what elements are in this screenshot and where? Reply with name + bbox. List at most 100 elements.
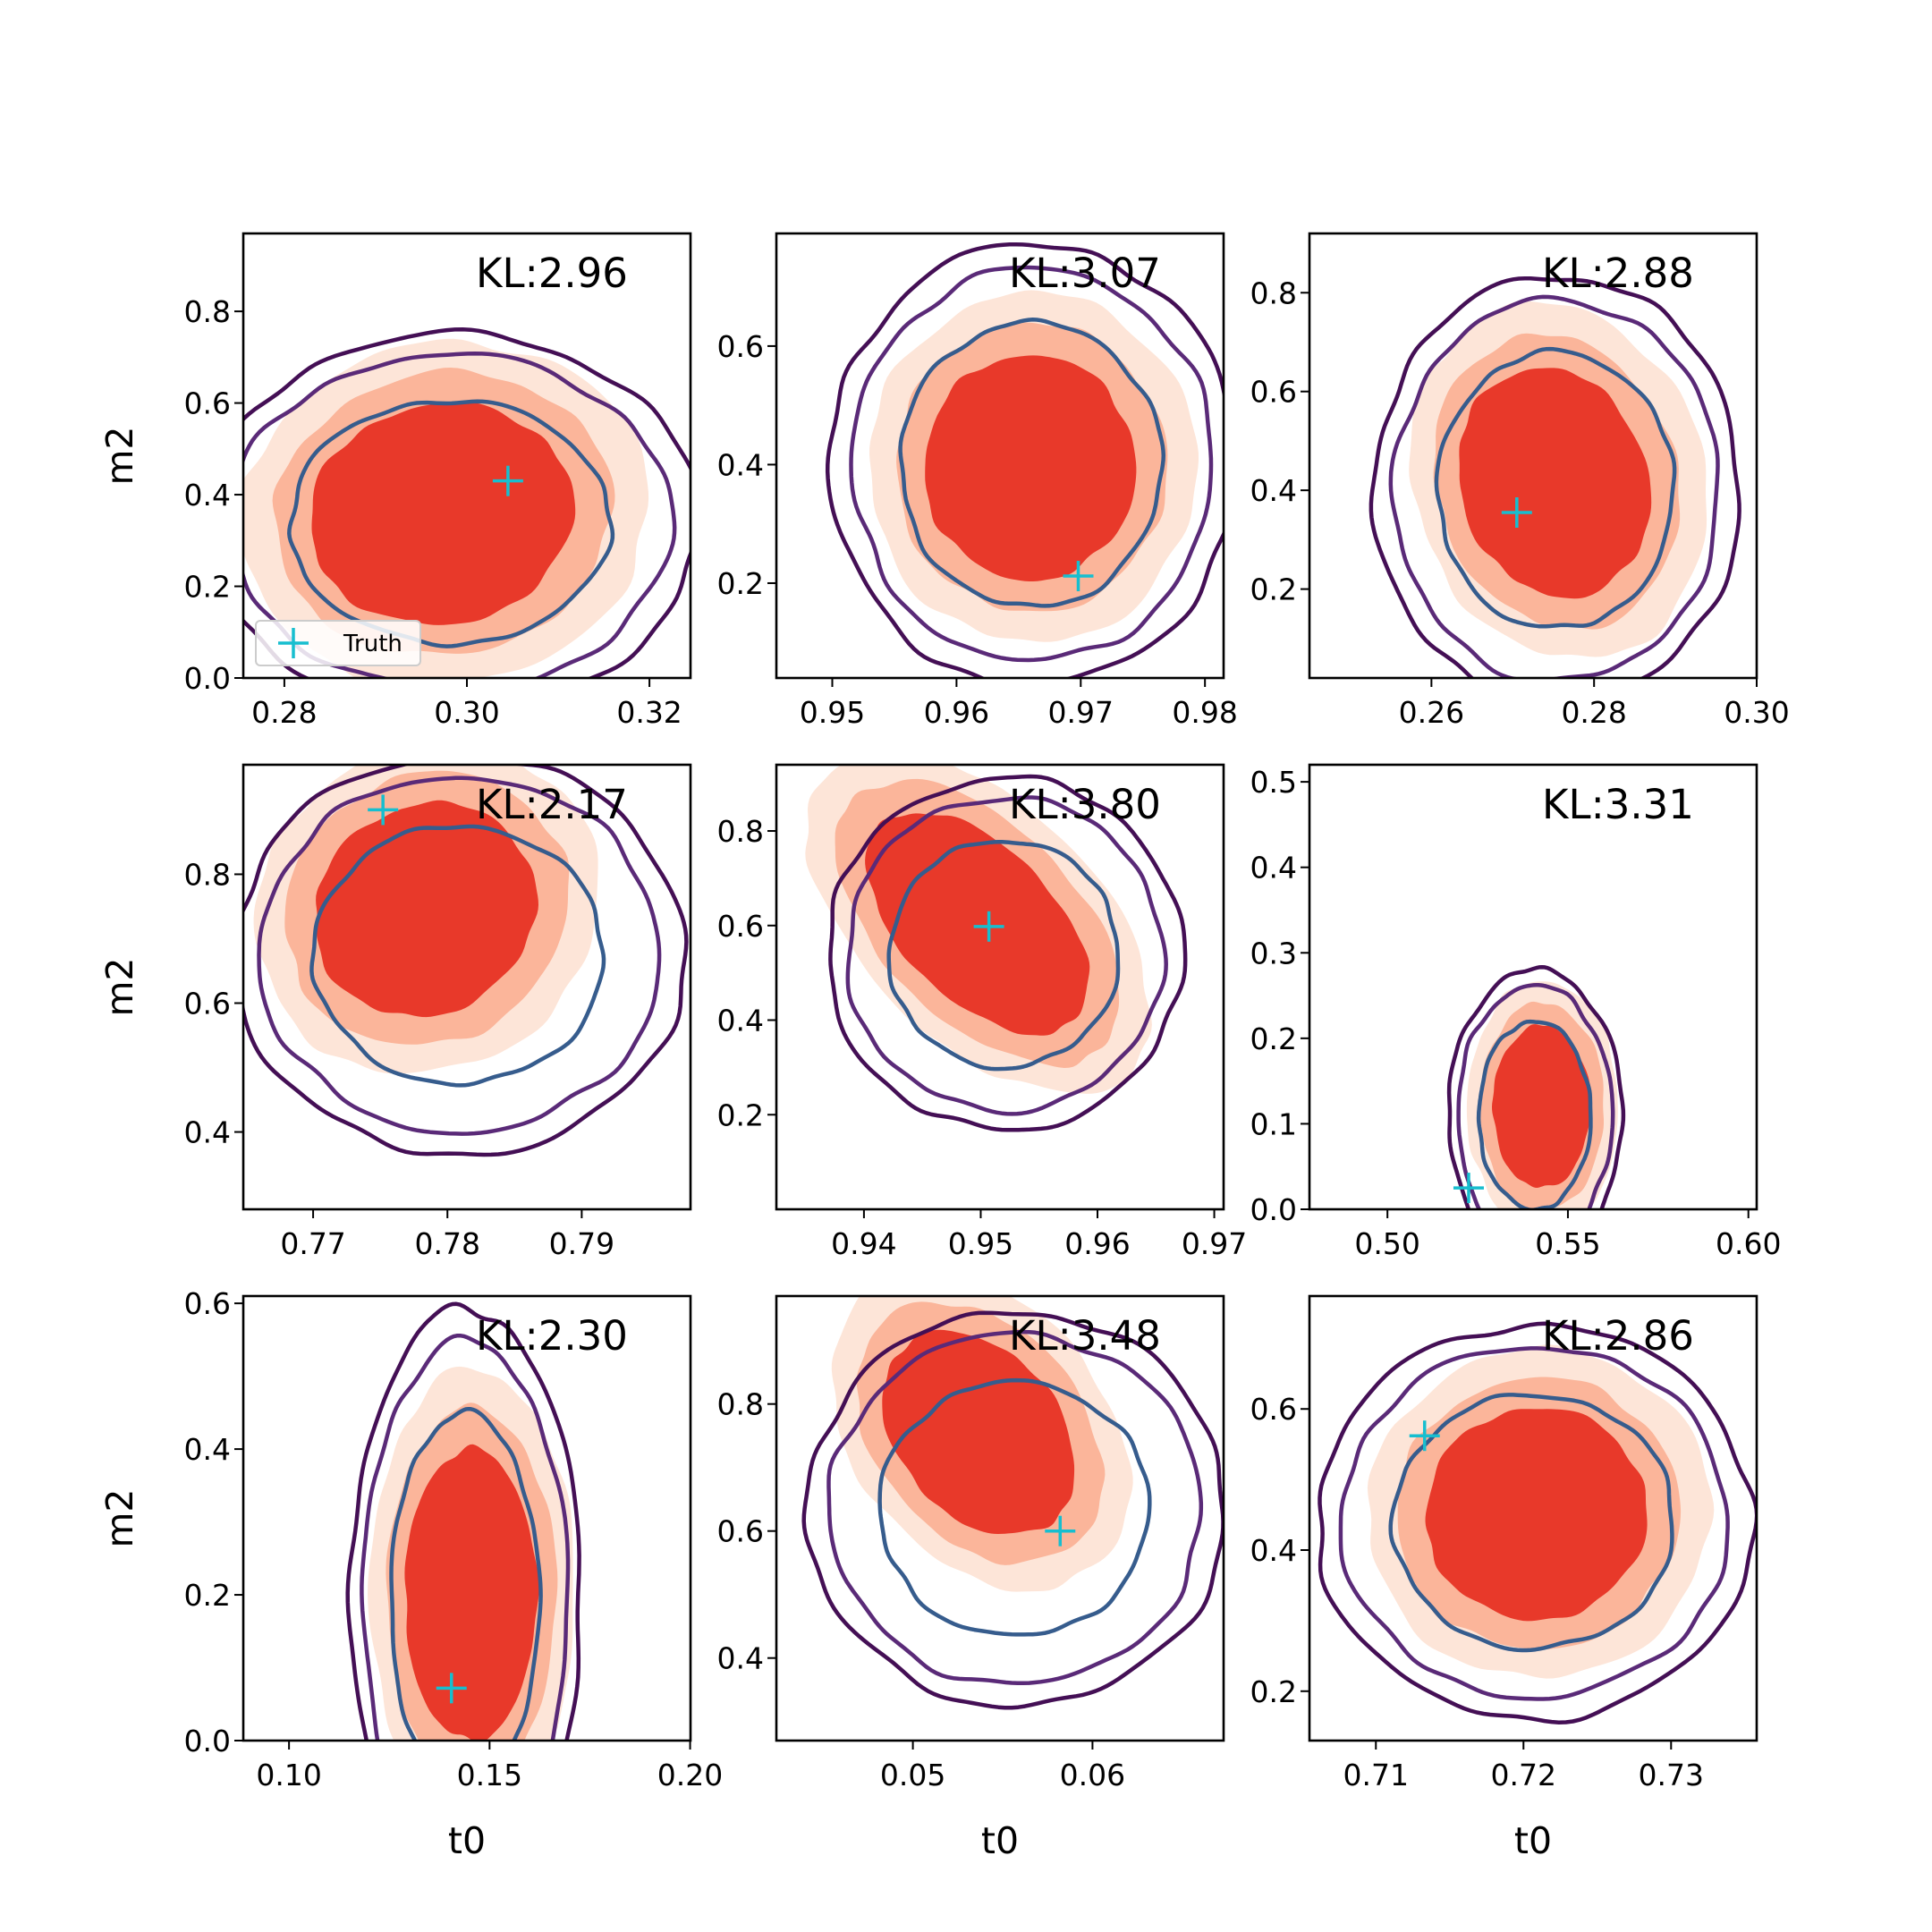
- x-tick-label: 0.26: [1399, 695, 1464, 730]
- y-tick-label: 0.4: [184, 1432, 231, 1467]
- reference-contour-inner: [1388, 1393, 1674, 1653]
- x-tick-label: 0.96: [924, 695, 989, 730]
- reference-contour-inner: [309, 824, 606, 1088]
- panel-5: 0.94 0.95 0.96 0.97 0.2 0.4 0.6 0.8 KL:3.80: [717, 763, 1247, 1261]
- x-tick-label: 0.72: [1491, 1758, 1556, 1792]
- truth-marker: [1045, 1515, 1076, 1546]
- y-tick-label: 0.6: [184, 1286, 231, 1321]
- reference-contour-middle: [826, 1329, 1204, 1686]
- y-tick-label: 0.4: [184, 478, 231, 513]
- x-tick-label: 0.50: [1354, 1226, 1419, 1261]
- y-axis-label: m2: [98, 1488, 141, 1547]
- x-tick-label: 0.05: [880, 1758, 945, 1792]
- y-tick-label: 0.4: [1250, 473, 1297, 508]
- reference-contour-middle: [243, 352, 677, 678]
- truth-marker: [436, 1673, 467, 1704]
- truth-marker: [1409, 1420, 1440, 1452]
- reference-contour-outer: [1318, 1321, 1757, 1724]
- posterior-fill-inner: [1459, 368, 1652, 599]
- panel-frame: [775, 232, 1225, 680]
- y-tick-label: 0.2: [1250, 1674, 1297, 1709]
- panel-4: 0.77 0.78 0.79 0.4 0.6 0.8 KL:2.17 m2: [98, 763, 692, 1261]
- reference-contour-middle: [845, 795, 1168, 1116]
- y-tick-label: 0.6: [717, 909, 764, 944]
- x-tick-label: 0.79: [549, 1226, 614, 1261]
- posterior-fill-inner: [925, 355, 1137, 581]
- reference-contour-inner: [886, 839, 1121, 1072]
- y-tick-label: 0.2: [1250, 572, 1297, 607]
- x-tick-label: 0.71: [1343, 1758, 1409, 1792]
- x-tick-label: 0.95: [948, 1226, 1013, 1261]
- x-axis-label: t0: [981, 1819, 1019, 1862]
- x-tick-label: 0.98: [1172, 695, 1237, 730]
- y-tick-label: 0.2: [184, 570, 231, 605]
- x-tick-label: 0.73: [1639, 1758, 1704, 1792]
- y-tick-label: 0.4: [717, 1641, 764, 1676]
- reference-contour-outer: [1446, 964, 1626, 1209]
- y-tick-label: 0.6: [717, 1514, 764, 1549]
- x-tick-label: 0.94: [831, 1226, 896, 1261]
- reference-contour-outer: [825, 242, 1224, 678]
- reference-contour-outer: [243, 765, 689, 1157]
- reference-contour-inner: [1476, 1019, 1593, 1209]
- plot-area: [801, 1296, 1224, 1710]
- legend-truth-label: Truth: [343, 631, 402, 657]
- reference-contour-inner: [389, 1406, 543, 1741]
- x-tick-label: 0.97: [1182, 1226, 1247, 1261]
- truth-marker: [368, 794, 399, 826]
- x-axis-label: t0: [1514, 1819, 1552, 1862]
- x-tick-label: 0.10: [256, 1758, 321, 1792]
- panel-frame: [242, 1294, 692, 1742]
- y-tick-label: 0.4: [717, 1004, 764, 1038]
- posterior-fill-inner: [865, 813, 1090, 1036]
- plot-area: [805, 765, 1188, 1132]
- panel-9: 0.71 0.72 0.73 0.2 0.4 0.6 KL:2.86 t0: [1250, 1294, 1758, 1862]
- y-tick-label: 0.3: [1250, 936, 1297, 970]
- kl-annotation: KL:3.80: [1009, 781, 1161, 828]
- reference-contour-middle: [1456, 983, 1615, 1209]
- y-tick-label: 0.4: [1250, 1533, 1297, 1568]
- y-tick-label: 0.8: [717, 814, 764, 849]
- y-tick-label: 0.5: [1250, 765, 1297, 800]
- y-tick-label: 0.4: [1250, 851, 1297, 886]
- y-tick-label: 0.0: [1250, 1192, 1297, 1227]
- x-tick-label: 0.30: [1724, 695, 1789, 730]
- reference-contour-outer: [801, 1310, 1224, 1710]
- y-tick-label: 0.4: [717, 447, 764, 482]
- reference-contour-outer: [345, 1301, 581, 1741]
- plot-area: [345, 1301, 581, 1741]
- reference-contour-inner: [877, 1377, 1152, 1637]
- kl-annotation: KL:3.31: [1542, 781, 1694, 828]
- x-tick-label: 0.78: [414, 1226, 479, 1261]
- plot-area: [243, 326, 691, 678]
- plot-area: [1318, 1321, 1757, 1724]
- posterior-fill-inner: [311, 401, 576, 625]
- y-tick-label: 0.8: [184, 294, 231, 329]
- plot-area: [825, 242, 1224, 678]
- panel-6: 0.50 0.55 0.60 0.0 0.1 0.2 0.3 0.4 0.5 KL:3.31: [1250, 763, 1781, 1261]
- panel-frame: [775, 1294, 1225, 1742]
- panel-frame: [242, 763, 692, 1211]
- truth-marker: [1501, 497, 1532, 529]
- kl-annotation: KL:3.48: [1009, 1312, 1161, 1360]
- y-tick-label: 0.2: [717, 1097, 764, 1132]
- x-axis-label: t0: [448, 1819, 486, 1862]
- panel-8: 0.05 0.06 0.4 0.6 0.8 KL:3.48 t0: [717, 1294, 1225, 1862]
- y-axis-label: m2: [98, 957, 141, 1016]
- reference-contour-middle: [1388, 294, 1720, 678]
- y-tick-label: 0.6: [1250, 1392, 1297, 1427]
- x-tick-label: 0.97: [1048, 695, 1114, 730]
- legend-truth-marker: [278, 628, 309, 658]
- reference-contour-middle: [849, 265, 1214, 663]
- x-tick-label: 0.96: [1064, 1226, 1130, 1261]
- posterior-fill-inner: [316, 800, 538, 1018]
- y-tick-label: 0.1: [1250, 1106, 1297, 1141]
- legend-box: [255, 620, 421, 666]
- truth-marker: [492, 465, 523, 496]
- x-tick-label: 0.55: [1535, 1226, 1600, 1261]
- reference-contour-inner: [898, 318, 1166, 608]
- panel-2: 0.95 0.96 0.97 0.98 0.2 0.4 0.6 KL:3.07: [717, 232, 1238, 730]
- kl-annotation: KL:2.88: [1542, 250, 1694, 297]
- legend: Truth: [255, 620, 421, 666]
